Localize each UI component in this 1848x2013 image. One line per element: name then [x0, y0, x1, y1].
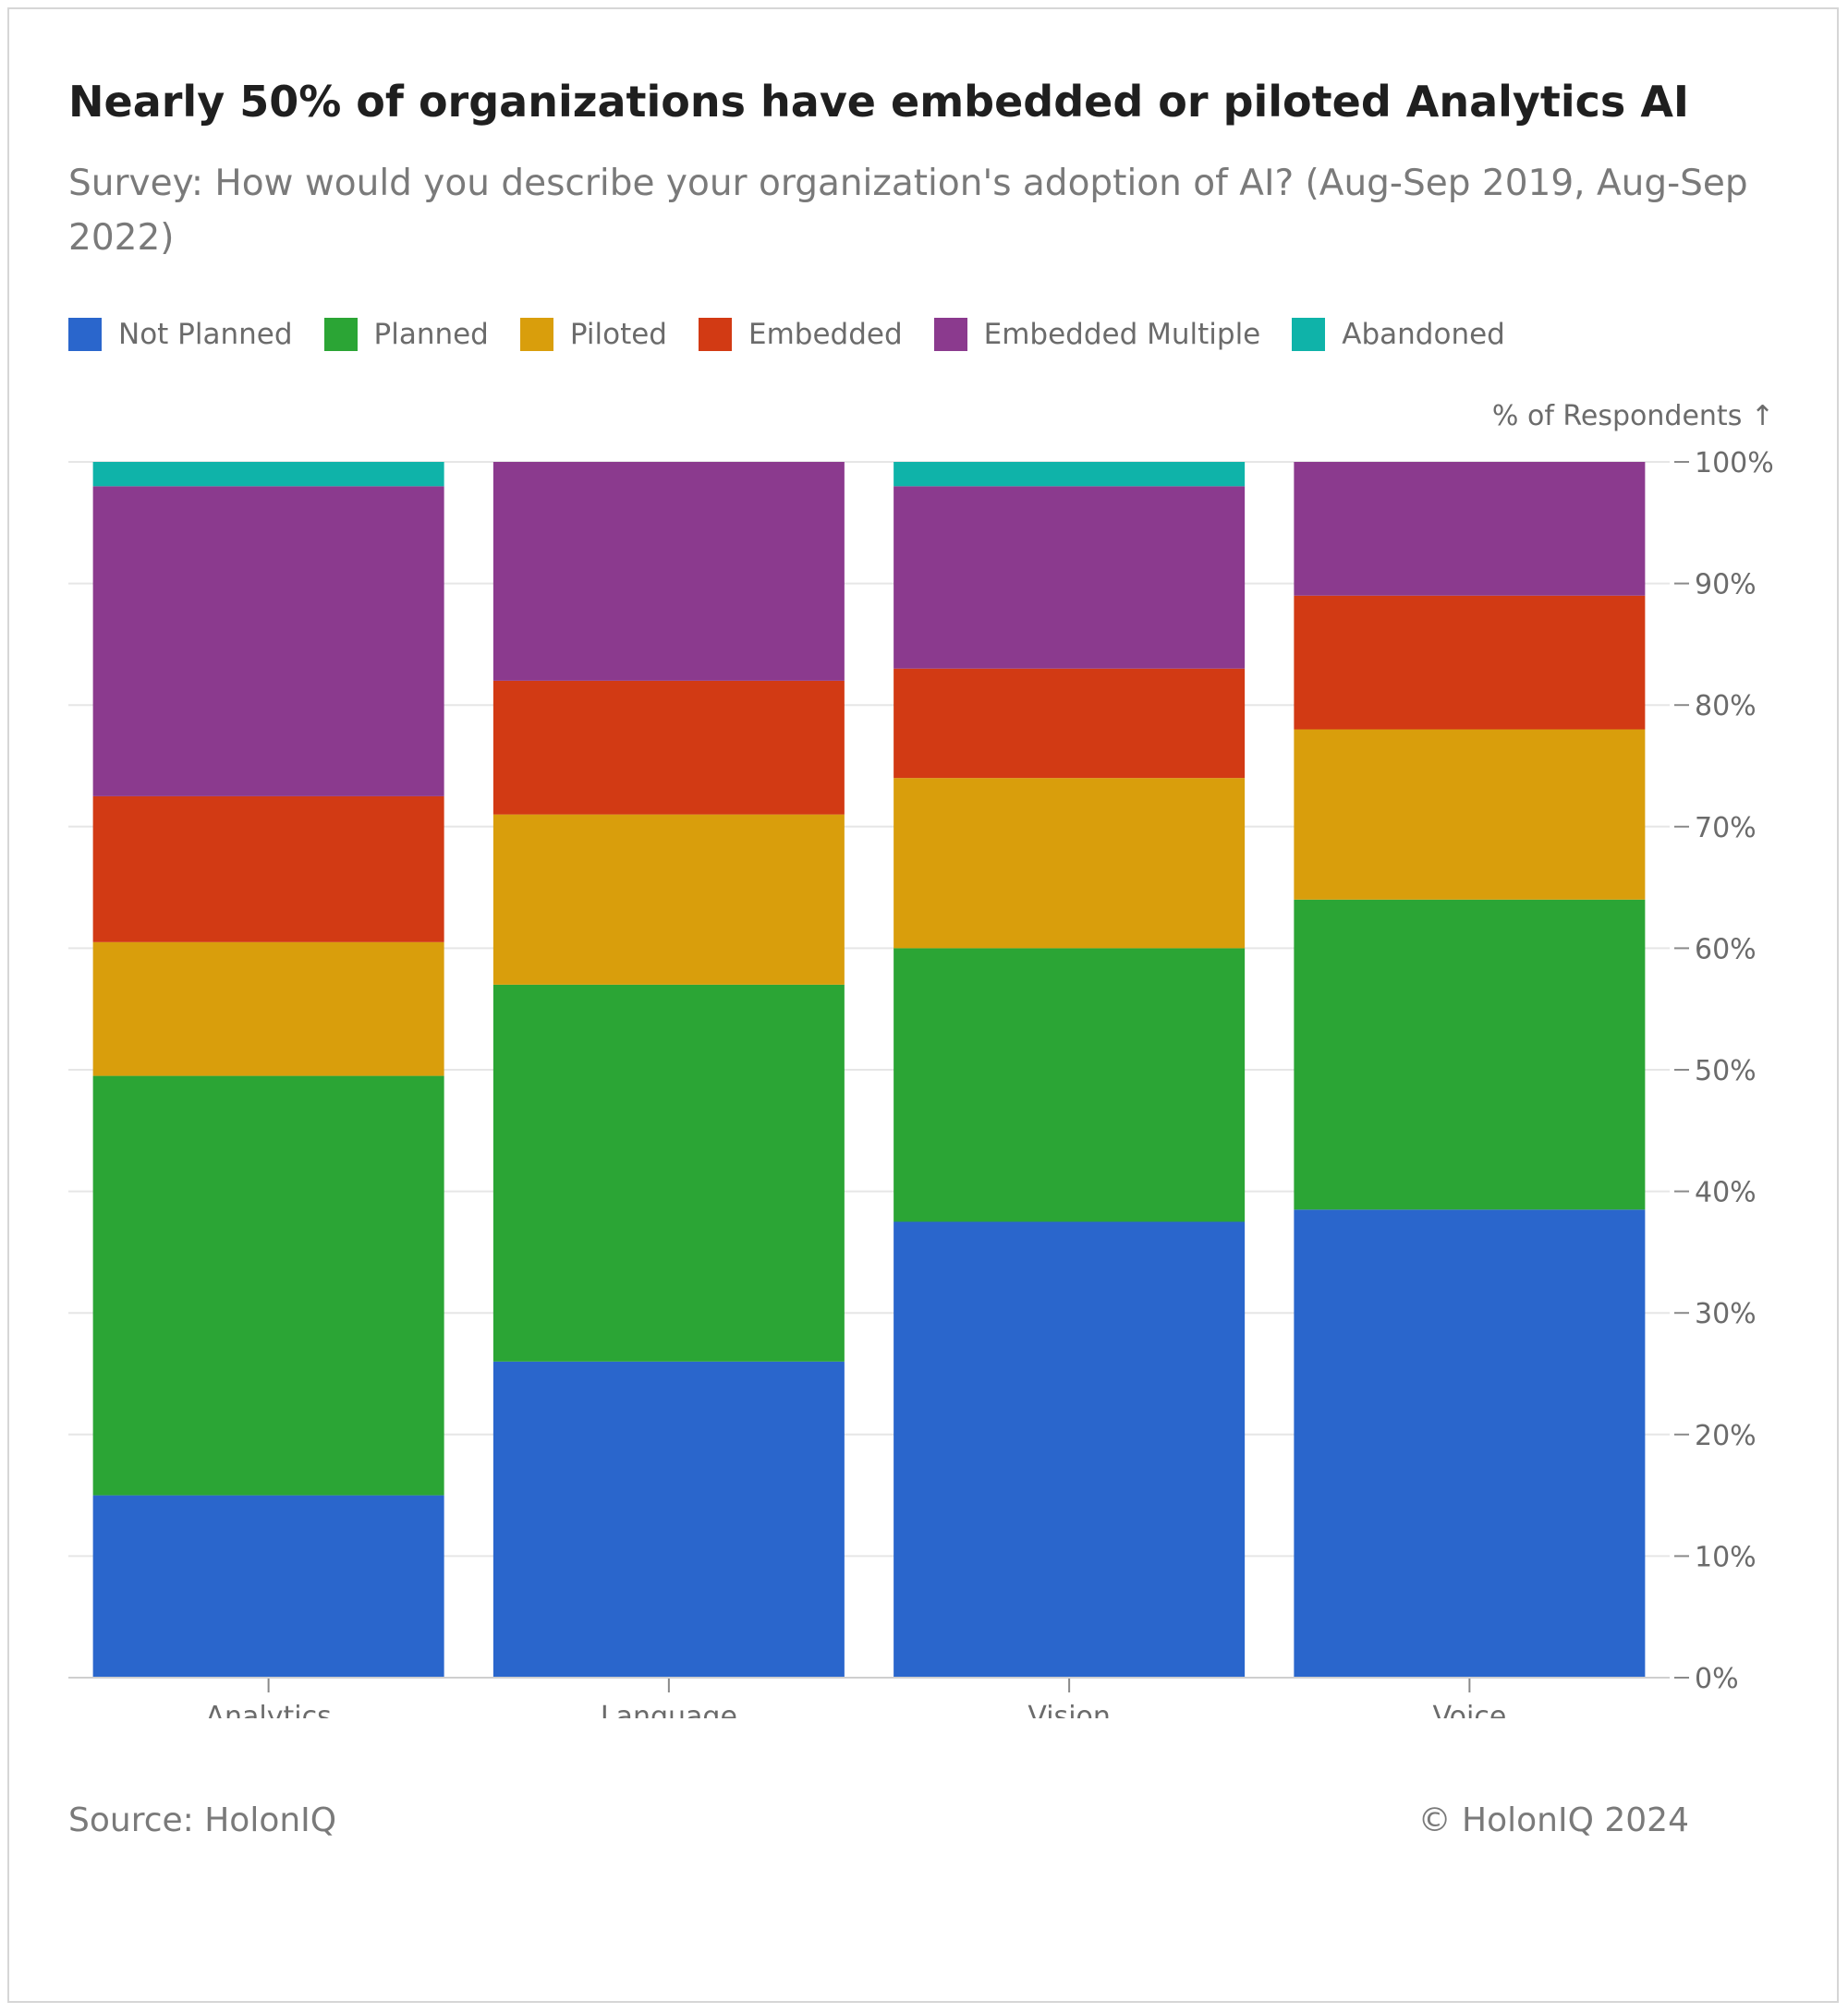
legend-label: Embedded	[748, 318, 903, 351]
chart-svg: 0% 10% 20% 30% 40% 50% 60% 70% 80% 90% 100% % of Re…	[68, 400, 1774, 1718]
bar-analytics-embedded-multiple	[92, 486, 444, 796]
legend-label: Embedded Multiple	[983, 318, 1261, 351]
chart-title: Nearly 50% of organizations have embedde…	[68, 77, 1690, 127]
bar-voice-not-planned	[1294, 1209, 1646, 1678]
y-tick-label: 0%	[1695, 1663, 1739, 1695]
legend-item-piloted[interactable]: Piloted	[519, 318, 667, 351]
y-tick-label: 40%	[1695, 1177, 1757, 1209]
y-tick-label: 80%	[1695, 690, 1757, 722]
bar-voice-embedded	[1294, 595, 1646, 730]
bar-voice-embedded-multiple	[1294, 462, 1646, 596]
bar-vision-planned	[894, 948, 1246, 1222]
y-tick-label: 50%	[1695, 1055, 1757, 1087]
legend-item-abandoned[interactable]: Abandoned	[1292, 318, 1505, 351]
legend-item-embedded[interactable]: Embedded	[698, 318, 903, 351]
legend-swatch	[323, 318, 358, 351]
legend-label: Abandoned	[1342, 318, 1505, 351]
y-tick-label: 30%	[1695, 1298, 1757, 1330]
bar-analytics-not-planned	[92, 1495, 444, 1678]
bar-analytics-abandoned	[92, 462, 444, 487]
legend-label: Not Planned	[118, 318, 293, 351]
bar-vision-abandoned	[894, 462, 1246, 487]
bar-language-piloted	[492, 814, 845, 985]
bar-analytics-embedded	[92, 795, 444, 942]
legend-swatch	[68, 318, 102, 351]
bar-vision-not-planned	[894, 1221, 1246, 1678]
y-tick-label: 20%	[1695, 1420, 1757, 1452]
x-tick-label: Voice	[1432, 1701, 1506, 1718]
y-tick-label: 100%	[1695, 447, 1774, 479]
x-tick-label: Language	[601, 1701, 737, 1718]
y-tick-label: 10%	[1695, 1541, 1757, 1573]
y-tick-label: 60%	[1695, 933, 1757, 965]
bar-vision-piloted	[894, 778, 1246, 949]
legend-item-embedded-multiple[interactable]: Embedded Multiple	[933, 318, 1261, 351]
legend-label: Planned	[373, 318, 489, 351]
bar-language-embedded	[492, 680, 845, 815]
bar-vision-embedded-multiple	[894, 486, 1246, 669]
legend-swatch	[698, 318, 732, 351]
legend-swatch	[519, 318, 553, 351]
chart-card: Nearly 50% of organizations have embedde…	[7, 7, 1839, 2003]
y-tick-label: 90%	[1695, 569, 1757, 601]
bar-language-not-planned	[492, 1361, 845, 1678]
copyright-note: © HolonIQ 2024	[1417, 1801, 1689, 1839]
legend-swatch	[933, 318, 967, 351]
legend-item-planned[interactable]: Planned	[323, 318, 489, 351]
chart-subtitle: Survey: How would you describe your orga…	[68, 163, 1748, 259]
legend-swatch	[1292, 318, 1326, 351]
y-tick-label: 70%	[1695, 812, 1757, 844]
bar-language-planned	[492, 984, 845, 1362]
bar-analytics-piloted	[92, 941, 444, 1076]
x-tick-label: Analytics	[206, 1701, 332, 1718]
x-tick-label: Vision	[1027, 1701, 1111, 1718]
y-axis-label: % of Respondents ↑	[1492, 400, 1774, 432]
bar-voice-piloted	[1294, 729, 1646, 900]
legend: Not Planned Planned Piloted Embedded Embedde…	[68, 314, 1537, 355]
bar-vision-embedded	[894, 668, 1246, 779]
bar-analytics-planned	[92, 1075, 444, 1496]
source-note: Source: HolonIQ	[68, 1801, 337, 1839]
bar-voice-planned	[1294, 899, 1646, 1210]
legend-label: Piloted	[569, 318, 667, 351]
legend-item-not-planned[interactable]: Not Planned	[68, 318, 293, 351]
bar-language-embedded-multiple	[492, 462, 845, 681]
